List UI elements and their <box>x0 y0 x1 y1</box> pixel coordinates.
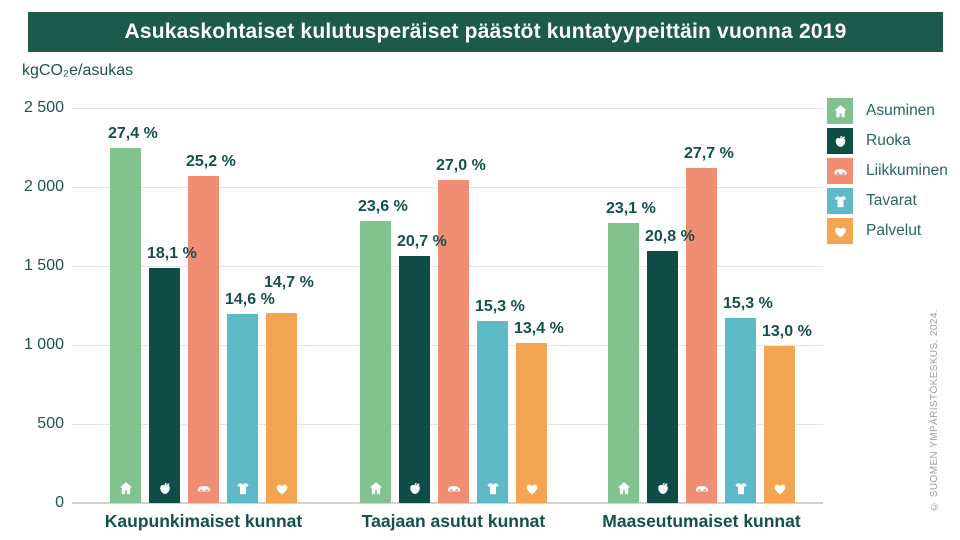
percent-label-asuminen: 23,6 % <box>358 197 408 215</box>
house-icon <box>827 98 853 124</box>
y-tick-label: 500 <box>37 415 64 432</box>
heart-icon <box>273 480 290 497</box>
legend: Asuminen Ruoka Liikkuminen Tavarat Palvelut <box>827 98 948 244</box>
bar-tavarat <box>725 318 756 503</box>
car-icon <box>195 480 212 497</box>
y-tick-label: 2 500 <box>23 99 64 116</box>
gridline-2500 <box>72 108 823 109</box>
bar-tavarat <box>227 314 258 503</box>
percent-label-asuminen: 27,4 % <box>108 124 158 142</box>
plot-area: 27,4 % 18,1 % 25,2 % 14,6 % 14,7 % Kaupunkima… <box>72 108 823 531</box>
percent-label-tavarat: 15,3 % <box>475 297 525 315</box>
y-tick-label: 0 <box>55 494 64 511</box>
apple-icon <box>654 480 671 497</box>
car-icon <box>693 480 710 497</box>
percent-label-tavarat: 15,3 % <box>723 295 773 313</box>
bar-asuminen <box>608 223 639 503</box>
bar-ruoka <box>647 251 678 503</box>
y-tick-label: 1 500 <box>23 257 64 274</box>
category-label: Taajaan asutut kunnat <box>361 511 546 531</box>
legend-item-ruoka: Ruoka <box>827 128 948 154</box>
car-icon <box>445 480 462 497</box>
percent-label-ruoka: 20,8 % <box>645 228 695 245</box>
tshirt-icon <box>484 480 501 497</box>
heart-icon <box>523 480 540 497</box>
y-tick-label: 1 000 <box>23 336 64 353</box>
percent-label-liikkuminen: 27,7 % <box>684 145 734 163</box>
bar-liikkuminen <box>438 179 469 503</box>
percent-label-ruoka: 20,7 % <box>397 232 447 250</box>
bar-palvelut <box>266 312 297 503</box>
percent-label-tavarat: 14,6 % <box>225 291 275 309</box>
percent-label-asuminen: 23,1 % <box>606 200 656 218</box>
percent-label-palvelut: 14,7 % <box>264 273 314 291</box>
copyright-credit: © SUOMEN YMPÄRISTÖKESKUS. 2024. <box>929 309 940 512</box>
percent-label-ruoka: 18,1 % <box>147 245 197 263</box>
bar-ruoka <box>149 268 180 503</box>
percent-label-palvelut: 13,0 % <box>762 322 812 340</box>
y-tick-label: 2 000 <box>23 178 64 195</box>
bar-tavarat <box>477 320 508 503</box>
category-label: Maaseutumaiset kunnat <box>602 511 801 531</box>
legend-label: Ruoka <box>866 132 911 149</box>
bar-asuminen <box>110 147 141 503</box>
legend-label: Liikkuminen <box>866 162 948 179</box>
percent-label-liikkuminen: 27,0 % <box>436 156 486 174</box>
category-label: Kaupunkimaiset kunnat <box>104 511 303 531</box>
legend-item-liikkuminen: Liikkuminen <box>827 158 948 184</box>
x-axis-baseline <box>72 502 823 504</box>
legend-item-tavarat: Tavarat <box>827 188 948 214</box>
bar-ruoka <box>399 255 430 503</box>
apple-icon <box>827 128 853 154</box>
percent-label-palvelut: 13,4 % <box>514 319 564 337</box>
percent-label-liikkuminen: 25,2 % <box>186 152 236 170</box>
bar-palvelut <box>516 342 547 503</box>
bar-asuminen <box>360 220 391 503</box>
heart-icon <box>771 480 788 497</box>
legend-label: Asuminen <box>866 102 935 119</box>
chart-title: Asukaskohtaiset kulutusperäiset päästöt … <box>124 20 847 43</box>
y-axis-unit-label: kgCO₂e/asukas <box>22 62 134 79</box>
car-icon <box>827 158 853 184</box>
house-icon <box>615 480 632 497</box>
bar-liikkuminen <box>686 168 717 503</box>
house-icon <box>117 480 134 497</box>
legend-item-palvelut: Palvelut <box>827 218 948 244</box>
heart-icon <box>827 218 853 244</box>
title-banner: Asukaskohtaiset kulutusperäiset päästöt … <box>28 12 943 52</box>
tshirt-icon <box>234 480 251 497</box>
bar-liikkuminen <box>188 175 219 503</box>
apple-icon <box>406 480 423 497</box>
tshirt-icon <box>732 480 749 497</box>
tshirt-icon <box>827 188 853 214</box>
legend-label: Tavarat <box>866 192 917 209</box>
legend-item-asuminen: Asuminen <box>827 98 948 124</box>
house-icon <box>367 480 384 497</box>
apple-icon <box>156 480 173 497</box>
bar-palvelut <box>764 345 795 503</box>
legend-label: Palvelut <box>866 222 922 239</box>
